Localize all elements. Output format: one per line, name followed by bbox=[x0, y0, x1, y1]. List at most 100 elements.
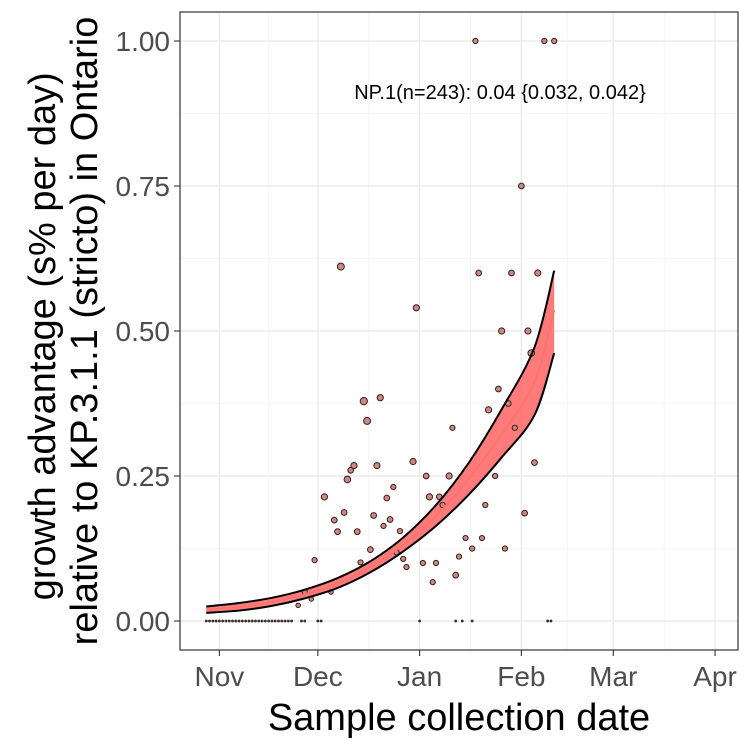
data-point bbox=[418, 619, 422, 623]
data-point bbox=[400, 555, 407, 563]
x-tick-label: Mar bbox=[589, 661, 637, 692]
data-point bbox=[295, 602, 301, 609]
data-point bbox=[359, 397, 368, 406]
data-point bbox=[336, 262, 345, 271]
data-point bbox=[247, 619, 251, 623]
data-point bbox=[511, 424, 518, 431]
data-point bbox=[270, 619, 274, 623]
x-tick-label: Feb bbox=[497, 661, 545, 692]
data-point bbox=[254, 619, 257, 623]
data-point bbox=[475, 269, 483, 277]
data-point bbox=[224, 619, 228, 623]
data-point bbox=[250, 619, 254, 623]
data-point bbox=[211, 619, 215, 623]
x-axis-title: Sample collection date bbox=[268, 697, 650, 739]
data-point bbox=[472, 37, 479, 45]
data-point bbox=[403, 563, 410, 571]
data-point bbox=[524, 327, 532, 335]
data-point bbox=[319, 619, 323, 623]
data-point bbox=[244, 619, 248, 623]
y-tick-label: 0.50 bbox=[116, 316, 171, 347]
data-point bbox=[495, 385, 502, 393]
data-point bbox=[353, 528, 361, 536]
x-tick-label: Apr bbox=[693, 661, 737, 692]
data-point bbox=[449, 424, 456, 431]
data-point bbox=[396, 528, 404, 535]
data-point bbox=[484, 406, 493, 414]
data-point bbox=[376, 394, 384, 402]
data-point bbox=[357, 559, 364, 566]
y-axis-title-line-1: growth advantage (s% per day) bbox=[22, 72, 64, 600]
data-point bbox=[470, 619, 474, 623]
confidence-band-area bbox=[206, 270, 555, 613]
y-axis-title-line-2: relative to KP.3.1.1 (stricto) in Ontari… bbox=[64, 17, 106, 646]
data-point bbox=[534, 269, 542, 277]
data-point bbox=[221, 619, 225, 623]
data-point bbox=[445, 472, 453, 480]
y-axis: 0.00 0.25 0.50 0.75 1.00 bbox=[116, 26, 180, 637]
upper-bound-line bbox=[206, 270, 556, 608]
data-point bbox=[452, 571, 460, 579]
data-point bbox=[204, 619, 208, 623]
data-point bbox=[367, 546, 374, 554]
fit-line bbox=[206, 309, 556, 611]
data-point bbox=[551, 37, 558, 45]
data-point bbox=[300, 619, 303, 623]
data-point bbox=[347, 466, 355, 474]
data-point bbox=[492, 472, 499, 480]
data-point bbox=[350, 461, 358, 470]
x-tick-label: Dec bbox=[293, 661, 343, 692]
data-point bbox=[419, 559, 426, 567]
data-point bbox=[412, 304, 420, 312]
data-point bbox=[240, 619, 244, 623]
lower-bound-line bbox=[206, 352, 556, 614]
annotation: NP.1(n=243): 0.04 {0.032, 0.042} bbox=[354, 82, 646, 104]
data-point bbox=[257, 619, 261, 623]
data-point bbox=[531, 459, 538, 467]
data-point bbox=[478, 534, 486, 542]
data-point bbox=[549, 619, 553, 623]
data-point bbox=[455, 553, 463, 560]
data-point bbox=[460, 619, 464, 623]
data-point bbox=[234, 619, 238, 623]
y-tick-label: 0.00 bbox=[116, 606, 171, 637]
data-point bbox=[217, 619, 221, 623]
data-point bbox=[237, 619, 241, 623]
data-point bbox=[334, 528, 341, 536]
data-point bbox=[214, 619, 218, 623]
data-point bbox=[316, 619, 320, 623]
x-tick-label: Nov bbox=[194, 661, 244, 692]
data-point bbox=[303, 619, 307, 623]
confidence-band bbox=[206, 270, 555, 613]
data-point bbox=[330, 516, 338, 524]
data-point bbox=[469, 545, 476, 552]
y-tick-label: 1.00 bbox=[116, 26, 171, 57]
data-point bbox=[383, 494, 391, 502]
data-point bbox=[541, 37, 548, 45]
data-point bbox=[425, 493, 434, 501]
data-point bbox=[277, 619, 280, 623]
data-point bbox=[501, 545, 509, 552]
data-point bbox=[482, 501, 489, 509]
fit-lines bbox=[206, 270, 556, 614]
data-point bbox=[260, 619, 264, 623]
data-point bbox=[286, 619, 290, 623]
data-point bbox=[340, 509, 348, 516]
data-point bbox=[231, 619, 234, 623]
data-point bbox=[508, 269, 515, 277]
data-point bbox=[380, 522, 387, 529]
data-point bbox=[267, 619, 271, 623]
data-point bbox=[320, 493, 329, 501]
x-tick-label: Jan bbox=[397, 661, 442, 692]
data-point bbox=[363, 416, 372, 425]
data-point bbox=[498, 327, 506, 335]
data-point bbox=[373, 461, 381, 470]
data-point bbox=[390, 483, 397, 491]
data-point bbox=[429, 579, 436, 586]
y-tick-label: 0.25 bbox=[116, 461, 171, 492]
data-point bbox=[462, 534, 469, 542]
y-axis-title: growth advantage (s% per day) relative t… bbox=[22, 17, 106, 646]
x-axis: Nov Dec Jan Feb Mar Apr bbox=[194, 650, 737, 692]
data-point bbox=[311, 557, 318, 564]
